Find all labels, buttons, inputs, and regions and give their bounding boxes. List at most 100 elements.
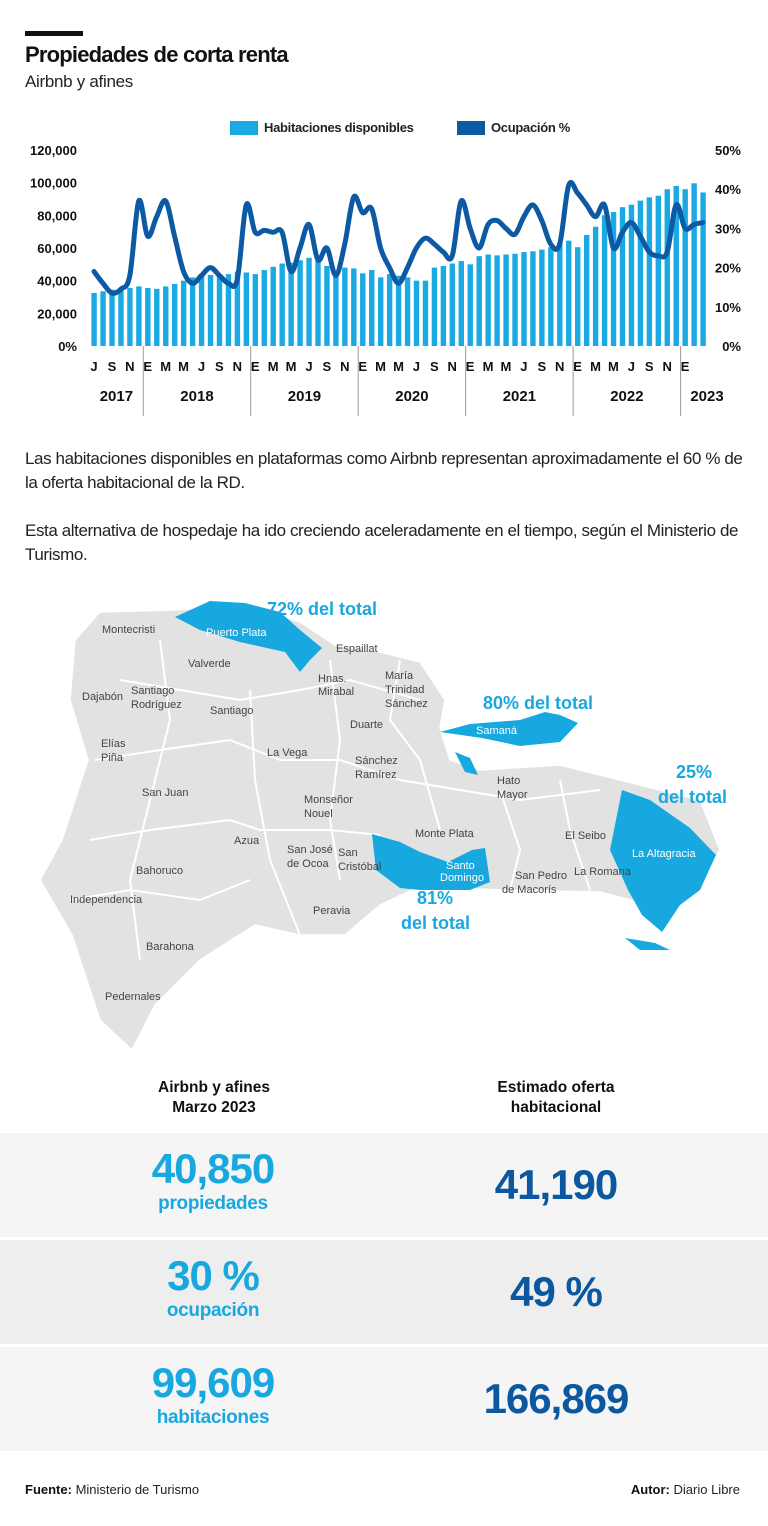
- legend-label: Habitaciones disponibles: [264, 120, 414, 135]
- bar: [234, 271, 241, 346]
- bar: [109, 289, 115, 346]
- bar: [180, 280, 187, 346]
- estimate-value: 49 %: [510, 1268, 603, 1315]
- stats-row: 99,609 habitaciones 166,869: [0, 1347, 768, 1451]
- province-label: Rodríguez: [131, 699, 182, 711]
- bar: [646, 197, 653, 346]
- stats-row: 40,850 propiedades 41,190: [0, 1133, 768, 1237]
- province-label: Azua: [234, 835, 260, 847]
- month-tick: M: [608, 359, 619, 374]
- santo-domingo-region: [372, 834, 490, 890]
- month-tick: M: [268, 359, 279, 374]
- airbnb-label: ocupación: [166, 1300, 260, 1321]
- bar: [163, 286, 169, 346]
- province-label: Mirabal: [318, 686, 354, 698]
- header-line: Estimado oferta: [497, 1079, 615, 1096]
- bar: [324, 265, 330, 346]
- bar: [467, 264, 473, 346]
- bar: [664, 189, 670, 346]
- bar: [422, 280, 429, 346]
- bar: [503, 254, 509, 346]
- left-axis-tick: 40,000: [37, 274, 77, 289]
- airbnb-label: habitaciones: [156, 1407, 270, 1428]
- bar: [476, 256, 482, 346]
- month-tick: E: [251, 359, 260, 374]
- bar: [306, 257, 312, 346]
- bar: [691, 183, 697, 346]
- bar: [118, 288, 124, 346]
- bar: [172, 283, 178, 346]
- province-label: Santiago: [131, 685, 174, 697]
- province-label: de Ocoa: [287, 858, 329, 870]
- left-axis-tick: 100,000: [30, 176, 77, 191]
- province-label: Sánchez: [355, 755, 398, 767]
- month-tick: M: [393, 359, 404, 374]
- header-line: Airbnb y afines: [158, 1079, 270, 1096]
- right-axis-tick: 50%: [715, 143, 741, 158]
- month-tick: E: [358, 359, 367, 374]
- estimate-value: 166,869: [483, 1375, 630, 1422]
- bar: [216, 274, 223, 346]
- month-tick: S: [537, 359, 546, 374]
- province-label: Domingo: [440, 872, 484, 884]
- month-tick: N: [555, 359, 564, 374]
- month-tick: J: [90, 359, 97, 374]
- month-tick: N: [448, 359, 457, 374]
- month-tick: M: [501, 359, 512, 374]
- bar: [592, 226, 599, 346]
- header-line: Marzo 2023: [172, 1099, 256, 1116]
- province-label: Duarte: [350, 719, 383, 731]
- bar: [539, 249, 545, 346]
- bar: [682, 189, 688, 346]
- right-axis-tick: 20%: [715, 261, 741, 276]
- month-tick: S: [430, 359, 439, 374]
- bar: [91, 292, 97, 346]
- month-tick: E: [573, 359, 582, 374]
- bar: [583, 234, 590, 346]
- province-label: Ramírez: [355, 769, 397, 781]
- santo-domingo-share-2: del total: [401, 913, 470, 933]
- month-tick: S: [108, 359, 117, 374]
- airbnb-value: 99,609: [151, 1359, 275, 1406]
- province-label: Espaillat: [336, 643, 378, 655]
- province-label: La Romana: [574, 866, 632, 878]
- province-label: San Pedro: [515, 870, 567, 882]
- page-subtitle: Airbnb y afines: [25, 72, 133, 91]
- province-label: El Seibo: [565, 830, 606, 842]
- province-label: Bahoruco: [136, 865, 183, 877]
- province-label: Samaná: [476, 725, 518, 737]
- bar: [261, 270, 267, 346]
- body-paragraph-1: Las habitaciones disponibles en platafor…: [25, 449, 743, 492]
- stats-row: 30 % ocupación 49 %: [0, 1240, 768, 1344]
- bar: [619, 207, 626, 346]
- bar: [485, 254, 491, 346]
- occupancy-line: [91, 179, 706, 296]
- author-value: Diario Libre: [673, 1482, 740, 1497]
- province-label: Montecristi: [102, 624, 155, 636]
- bar: [189, 277, 196, 346]
- month-tick: N: [233, 359, 242, 374]
- highlighted-provinces: [175, 601, 716, 950]
- province-label: La Altagracia: [632, 848, 696, 860]
- province-label: Peravia: [313, 905, 351, 917]
- province-label: San: [338, 847, 358, 859]
- province-label: María: [385, 670, 414, 682]
- month-tick: M: [286, 359, 297, 374]
- legend-swatch-line: [457, 120, 485, 135]
- legend-label: Ocupación %: [491, 120, 571, 135]
- year-label: 2022: [610, 388, 643, 405]
- province-label: de Macorís: [502, 884, 557, 896]
- province-label: Santo: [446, 860, 475, 872]
- province-label: Hato: [497, 775, 520, 787]
- author-credit: Autor: Diario Libre: [631, 1482, 740, 1497]
- bar: [548, 247, 554, 346]
- estimate-value: 41,190: [494, 1161, 618, 1208]
- bar: [288, 262, 294, 346]
- month-tick: S: [323, 359, 332, 374]
- bar: [270, 266, 276, 346]
- bar: [404, 277, 411, 346]
- source-label: Fuente:: [25, 1482, 72, 1497]
- year-label: 2021: [503, 388, 536, 405]
- month-tick: E: [466, 359, 475, 374]
- title-accent-bar: [25, 31, 83, 36]
